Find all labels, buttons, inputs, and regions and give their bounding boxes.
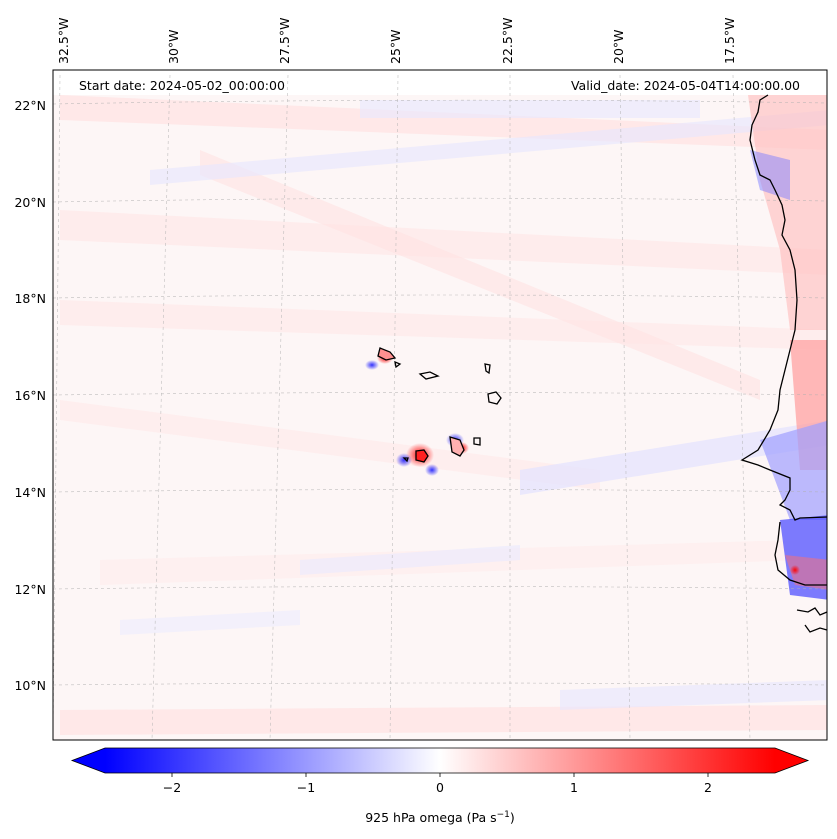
lat-label: 14°N: [14, 485, 46, 500]
start-date-label: Start date: 2024-05-02_00:00:00: [79, 78, 285, 93]
lat-label: 12°N: [14, 582, 46, 597]
lat-label: 18°N: [14, 291, 46, 306]
colorbar-tick: 2: [704, 780, 712, 795]
latitude-labels: 22°N 20°N 18°N 16°N 14°N 12°N 10°N: [14, 98, 46, 693]
lon-label: 22.5°W: [500, 18, 515, 64]
colorbar-max-extend: [775, 748, 808, 773]
lon-label: 20°W: [611, 29, 626, 64]
colorbar-tick: −2: [163, 780, 181, 795]
colorbar-tick: 0: [436, 780, 444, 795]
lat-label: 20°N: [14, 195, 46, 210]
valid-date-label: Valid_date: 2024-05-04T14:00:00.00: [571, 78, 800, 93]
omega-field: [53, 70, 827, 740]
colorbar-label: 925 hPa omega (Pa s−1): [365, 810, 515, 825]
colorbar-tick: 1: [570, 780, 578, 795]
colorbar-tick: −1: [297, 780, 315, 795]
lon-label: 30°W: [166, 29, 181, 64]
map-panel: [52, 69, 828, 741]
graticule: [53, 74, 827, 740]
longitude-labels: 32.5°W 30°W 27.5°W 25°W 22.5°W 20°W 17.5…: [56, 18, 737, 64]
lon-label: 27.5°W: [277, 18, 292, 64]
lon-label: 17.5°W: [722, 18, 737, 64]
colorbar-outline: [70, 747, 810, 774]
lat-label: 10°N: [14, 678, 46, 693]
lat-label: 22°N: [14, 98, 46, 113]
colorbar: −2 −1 0 1 2 925 hPa omega (Pa s−1): [70, 747, 810, 825]
coastlines: [377, 94, 828, 633]
colorbar-bar: [105, 748, 775, 773]
colorbar-min-extend: [72, 748, 105, 773]
lat-label: 16°N: [14, 388, 46, 403]
lon-label: 25°W: [388, 29, 403, 64]
lon-label: 32.5°W: [56, 18, 71, 64]
